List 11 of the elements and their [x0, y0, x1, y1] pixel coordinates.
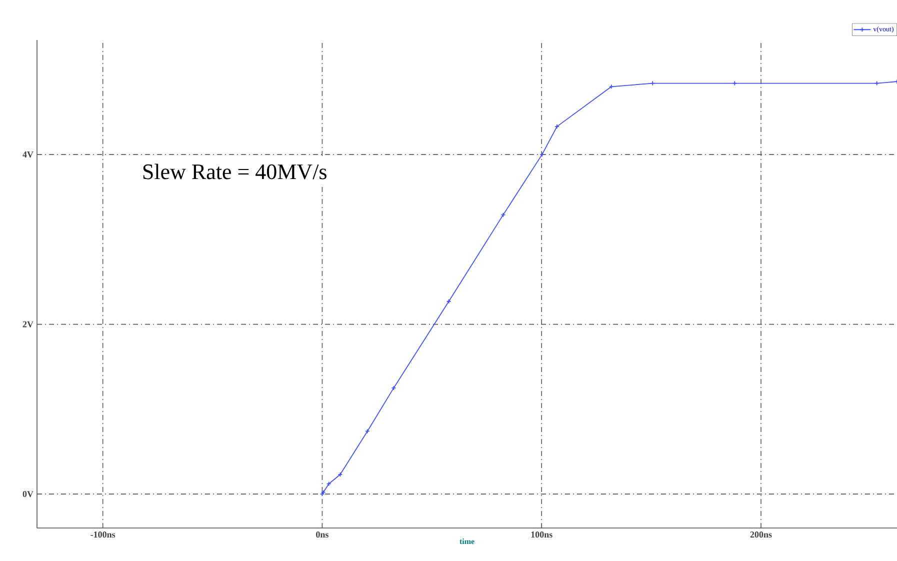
- y-tick-label: 0V: [22, 490, 34, 498]
- x-tick-label: -100ns: [90, 532, 116, 538]
- x-tick-label: 0ns: [316, 532, 328, 538]
- x-tick-label: 100ns: [531, 532, 552, 538]
- point: [338, 472, 343, 477]
- x-tick-label: 200ns: [750, 532, 772, 538]
- point: [608, 84, 614, 90]
- y-tick-label: 4V: [22, 152, 34, 158]
- annotation: Slew Rate = 40MV/s: [143, 164, 326, 180]
- x-axis-title: time: [460, 538, 474, 544]
- y-tick-label: 2V: [22, 321, 34, 328]
